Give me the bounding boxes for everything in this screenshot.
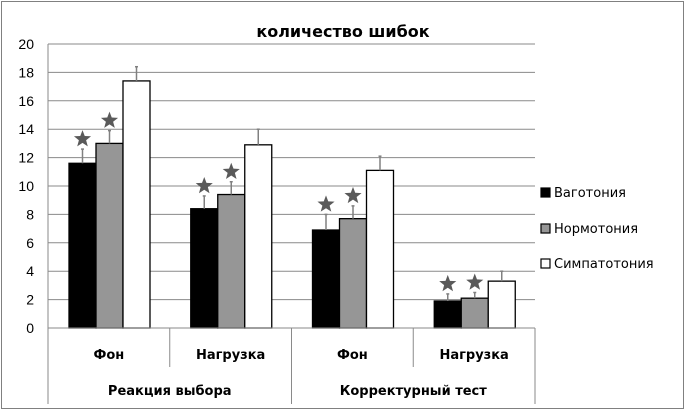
significance-star-icon xyxy=(100,111,119,128)
bars xyxy=(68,65,516,329)
x-category-label: Нагрузка xyxy=(196,348,265,363)
bar xyxy=(365,169,395,329)
x-category-label: Фон xyxy=(337,348,368,363)
bar xyxy=(244,144,273,329)
significance-star-icon xyxy=(73,130,92,147)
bar xyxy=(95,142,124,329)
legend-label: Нормотония xyxy=(554,222,638,237)
significance-star-icon xyxy=(466,273,484,290)
y-tick-label: 4 xyxy=(26,263,34,279)
bar xyxy=(460,297,489,329)
significance-star-icon xyxy=(317,195,335,212)
bar xyxy=(190,208,219,329)
legend-swatch xyxy=(540,223,551,234)
bar xyxy=(122,80,151,329)
bar xyxy=(487,280,516,329)
y-tick-label: 16 xyxy=(18,93,34,109)
y-tick-label: 2 xyxy=(26,292,34,308)
labels: 0 2 4 6 8 10 12 14 16 18 20 Фон Нагрузка Фон Нагрузка Р… xyxy=(18,36,508,399)
significance-star-icon xyxy=(344,186,362,204)
legend-label: Симпатотония xyxy=(554,257,654,272)
bar xyxy=(68,162,97,329)
significance-star-icon xyxy=(222,162,240,180)
bar xyxy=(217,193,246,329)
bar xyxy=(338,218,368,329)
x-group-label: Корректурный тест xyxy=(340,384,488,399)
chart-title: количество шибок xyxy=(256,22,429,41)
y-tick-label: 10 xyxy=(18,178,34,194)
x-group-label: Реакция выбора xyxy=(108,384,232,399)
y-tick-label: 14 xyxy=(18,121,34,137)
legend-swatch xyxy=(540,258,551,269)
y-tick-label: 6 xyxy=(26,235,34,251)
x-category-label: Фон xyxy=(93,348,124,363)
y-tick-label: 0 xyxy=(26,320,34,336)
bar xyxy=(311,229,341,329)
y-tick-label: 20 xyxy=(18,36,34,52)
legend: Ваготония Нормотония Симпатотония xyxy=(540,186,654,272)
axes xyxy=(47,44,536,404)
significance-star-icon xyxy=(439,274,457,292)
y-tick-label: 8 xyxy=(26,206,34,222)
y-tick-label: 12 xyxy=(18,150,34,166)
bar xyxy=(433,300,462,329)
legend-label: Ваготония xyxy=(554,186,626,201)
y-tick-label: 18 xyxy=(18,64,34,80)
legend-swatch xyxy=(540,187,551,198)
significance-star-icon xyxy=(195,176,213,194)
x-category-label: Нагрузка xyxy=(439,348,508,363)
